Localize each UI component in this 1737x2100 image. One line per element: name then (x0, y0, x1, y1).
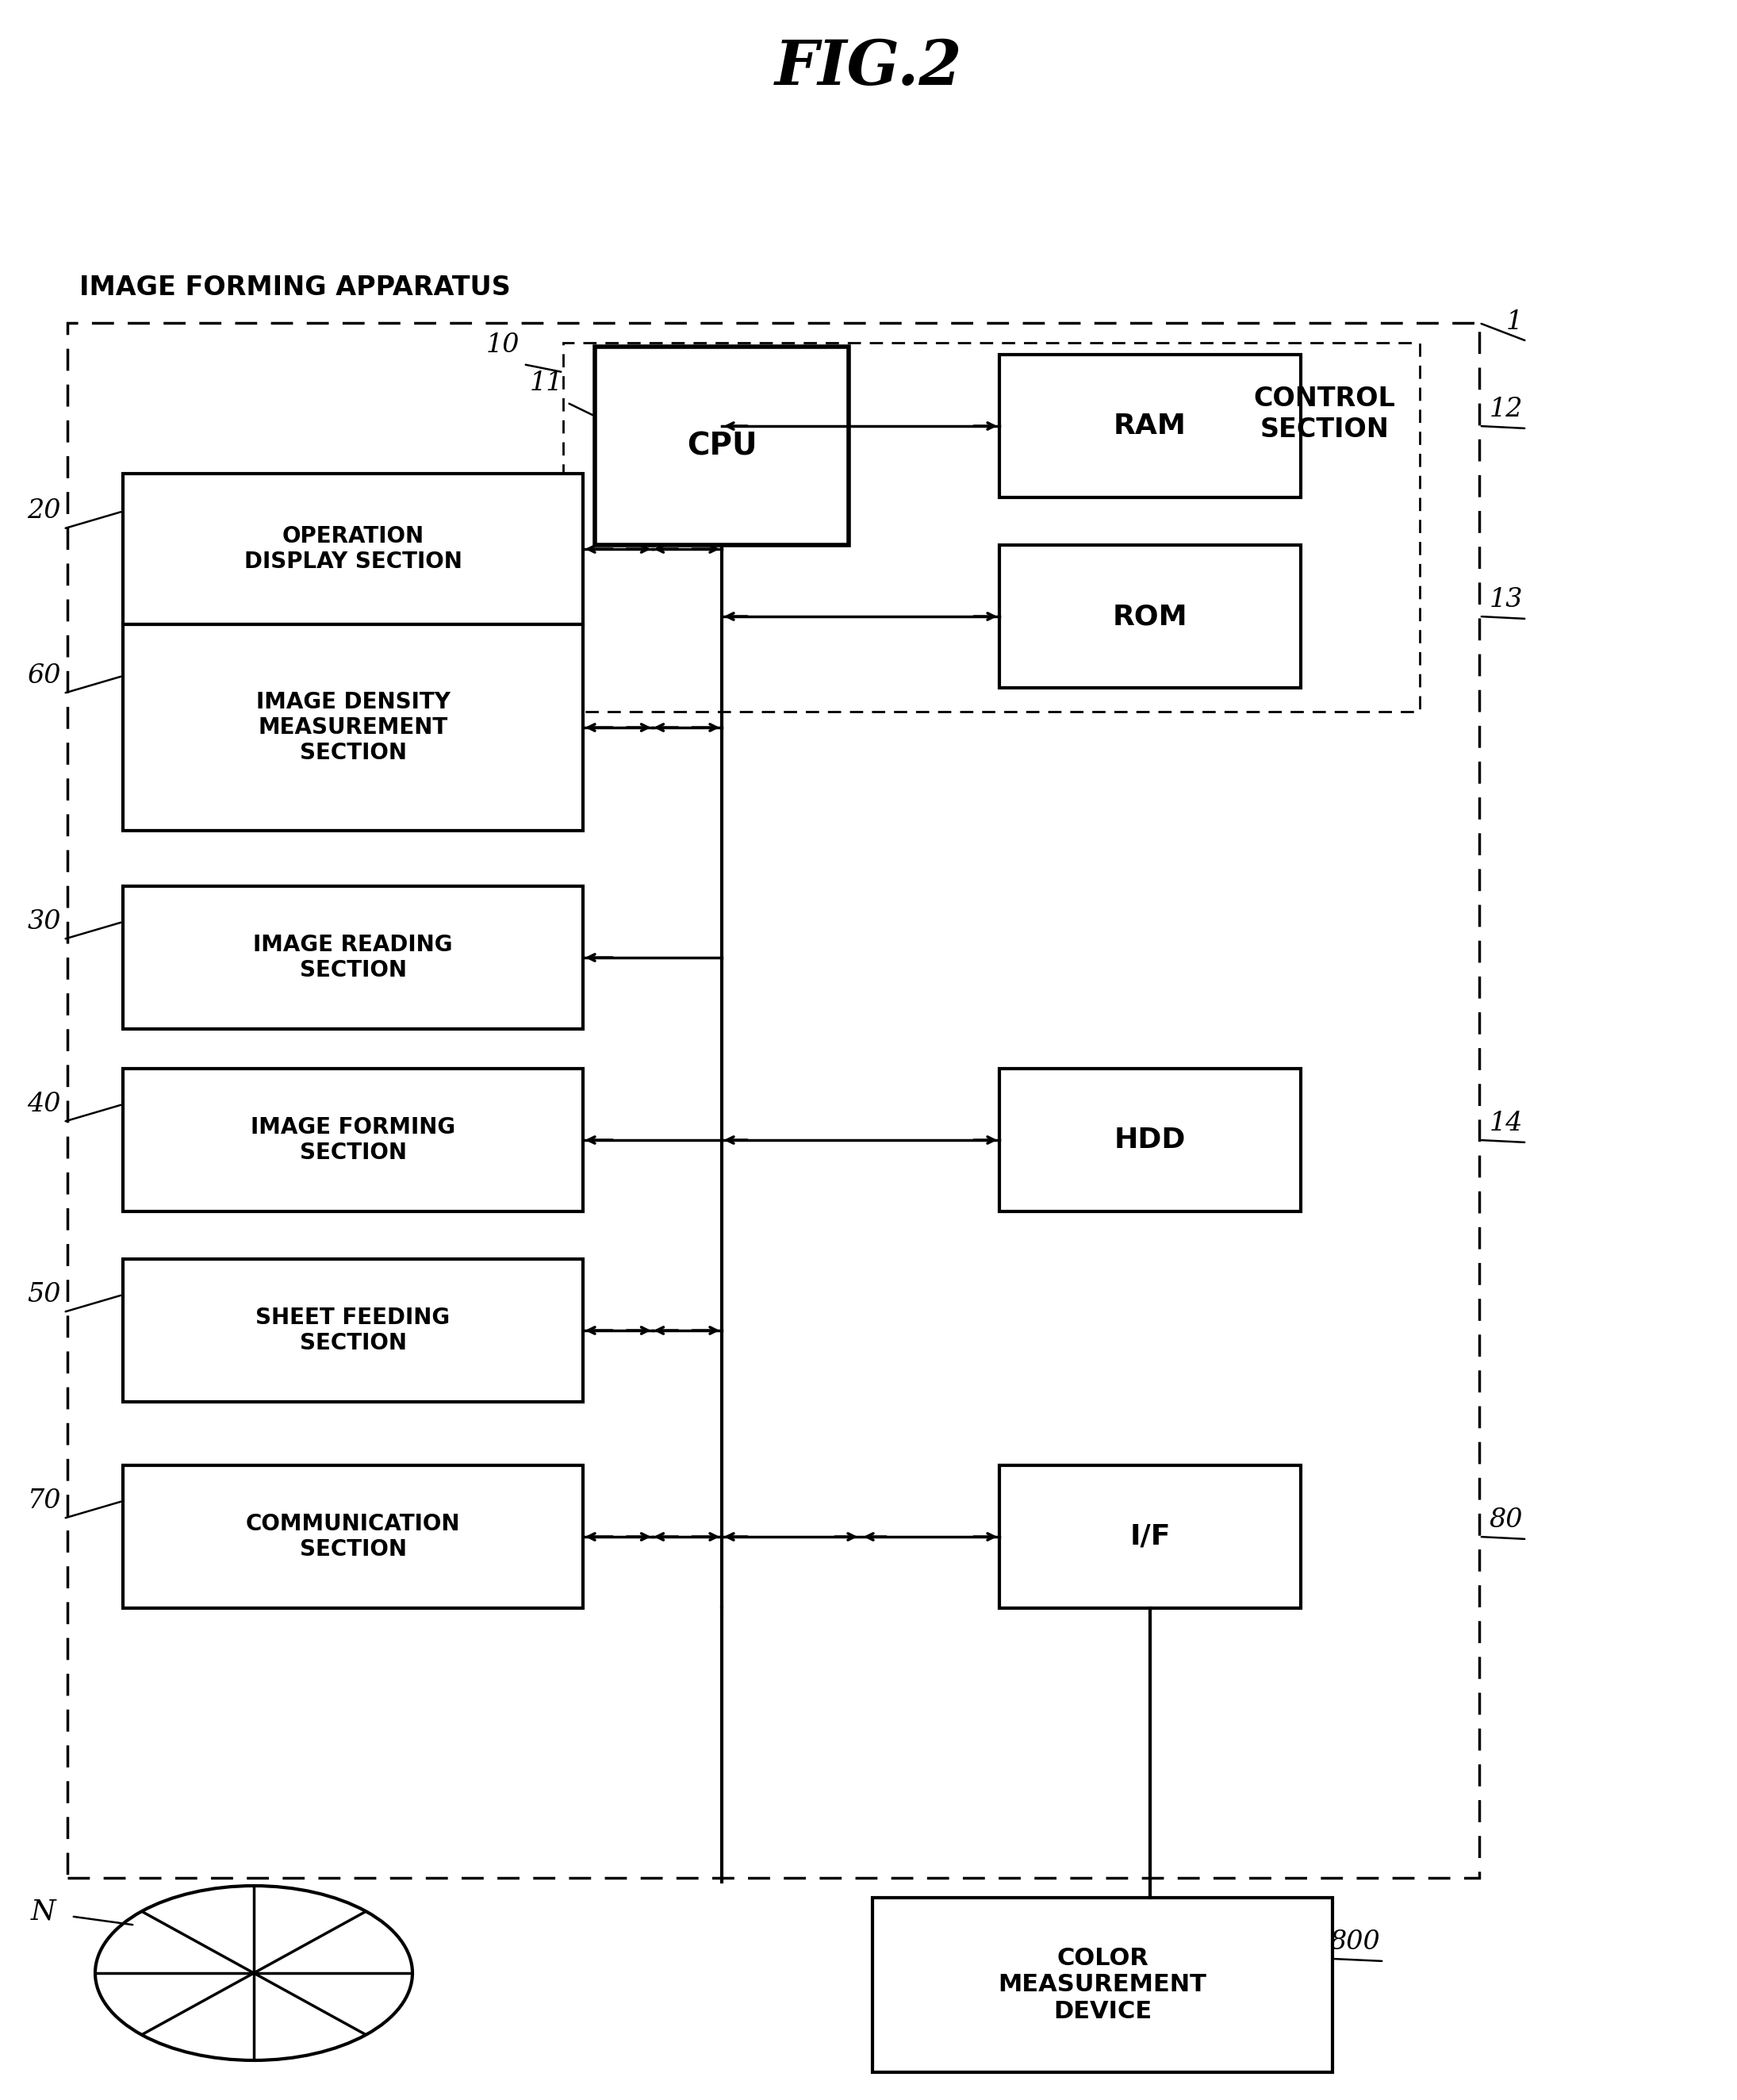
Text: 10: 10 (486, 332, 519, 357)
Text: COLOR
MEASUREMENT
DEVICE: COLOR MEASUREMENT DEVICE (999, 1947, 1207, 2022)
FancyBboxPatch shape (123, 1069, 584, 1212)
FancyBboxPatch shape (999, 355, 1301, 498)
Text: I/F: I/F (1129, 1522, 1171, 1550)
Text: OPERATION
DISPLAY SECTION: OPERATION DISPLAY SECTION (243, 525, 462, 573)
Text: 50: 50 (28, 1283, 61, 1308)
FancyBboxPatch shape (123, 1466, 584, 1609)
Text: IMAGE DENSITY
MEASUREMENT
SECTION: IMAGE DENSITY MEASUREMENT SECTION (255, 691, 450, 764)
Text: IMAGE READING
SECTION: IMAGE READING SECTION (254, 934, 453, 981)
Text: RAM: RAM (1113, 412, 1186, 439)
Text: 1: 1 (1506, 309, 1523, 334)
FancyBboxPatch shape (123, 475, 584, 624)
Text: 800: 800 (1329, 1930, 1381, 1955)
Text: 13: 13 (1489, 588, 1523, 613)
Text: 60: 60 (28, 664, 61, 689)
Text: ROM: ROM (1112, 603, 1188, 630)
FancyBboxPatch shape (123, 624, 584, 832)
Text: CPU: CPU (686, 430, 757, 460)
Text: 14: 14 (1489, 1111, 1523, 1136)
Text: 40: 40 (28, 1092, 61, 1117)
Text: 70: 70 (28, 1489, 61, 1514)
Text: 30: 30 (28, 909, 61, 935)
Text: 11: 11 (530, 372, 563, 397)
FancyBboxPatch shape (999, 546, 1301, 689)
FancyBboxPatch shape (999, 1466, 1301, 1609)
Text: HDD: HDD (1113, 1126, 1186, 1153)
FancyBboxPatch shape (999, 1069, 1301, 1212)
FancyBboxPatch shape (594, 346, 849, 546)
Text: 80: 80 (1489, 1508, 1523, 1533)
Text: CONTROL
SECTION: CONTROL SECTION (1254, 386, 1395, 443)
Ellipse shape (96, 1886, 412, 2060)
Text: IMAGE FORMING APPARATUS: IMAGE FORMING APPARATUS (80, 275, 511, 300)
FancyBboxPatch shape (872, 1898, 1332, 2073)
Text: IMAGE FORMING
SECTION: IMAGE FORMING SECTION (250, 1115, 455, 1163)
FancyBboxPatch shape (123, 1260, 584, 1403)
Text: FIG.2: FIG.2 (775, 38, 962, 99)
Text: COMMUNICATION
SECTION: COMMUNICATION SECTION (245, 1512, 460, 1560)
Text: 20: 20 (28, 498, 61, 525)
Text: N: N (31, 1898, 56, 1926)
Text: 12: 12 (1489, 397, 1523, 422)
FancyBboxPatch shape (123, 886, 584, 1029)
Text: SHEET FEEDING
SECTION: SHEET FEEDING SECTION (255, 1306, 450, 1354)
